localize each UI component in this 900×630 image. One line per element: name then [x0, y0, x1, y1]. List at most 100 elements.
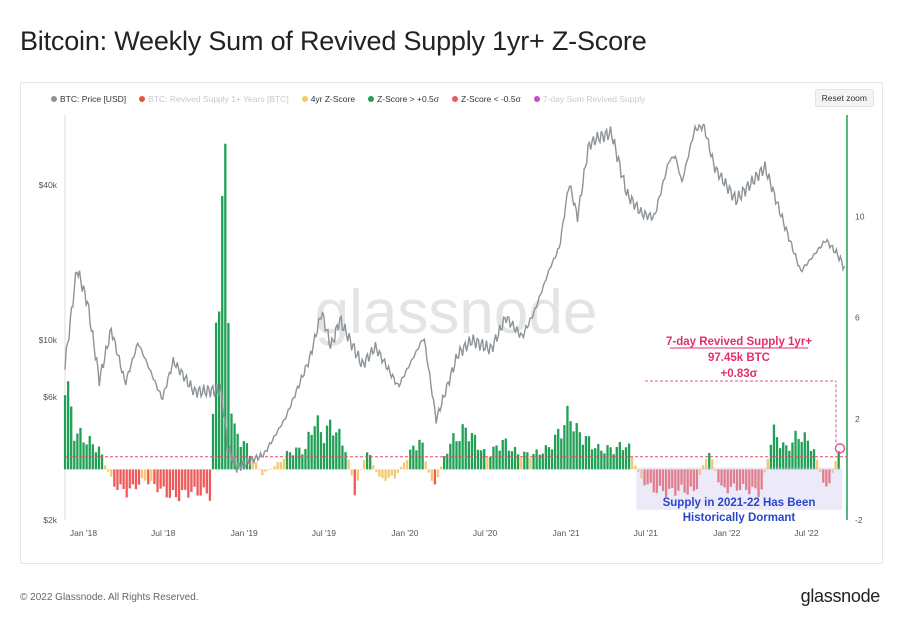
- zscore-bar: [298, 447, 301, 470]
- zscore-bar: [782, 442, 785, 470]
- zscore-bar: [587, 436, 591, 470]
- zscore-bar: [634, 465, 637, 470]
- zscore-bar: [325, 425, 329, 470]
- zscore-bar: [714, 469, 717, 471]
- zscore-bar: [803, 432, 806, 470]
- y-left-tick-label: $6k: [43, 392, 57, 402]
- legend-item-zscore-high[interactable]: Z-Score > +0.5σ: [368, 94, 439, 104]
- y-left-tick-label: $2k: [43, 515, 57, 525]
- zscore-bar: [415, 450, 418, 470]
- zscore-bar: [513, 446, 517, 470]
- zscore-bar: [218, 311, 221, 470]
- zscore-bar: [689, 469, 692, 487]
- zscore-bar: [273, 466, 276, 470]
- zscore-bar: [375, 469, 378, 473]
- zscore-bar: [353, 469, 356, 496]
- zscore-bar: [162, 469, 165, 487]
- zscore-bar: [365, 452, 369, 470]
- zscore-bar: [399, 466, 403, 470]
- zscore-bar: [384, 469, 387, 481]
- zscore-bar: [486, 457, 489, 470]
- legend-item-7day-sum[interactable]: 7-day Sum Revived Supply: [533, 94, 646, 104]
- zscore-bar: [766, 458, 769, 470]
- zscore-bar: [815, 459, 819, 470]
- zscore-bar: [359, 469, 363, 470]
- zscore-bar: [726, 469, 729, 494]
- legend-label: Z-Score < -0.5σ: [461, 94, 521, 104]
- zscore-bar: [427, 469, 430, 473]
- zscore-bar: [199, 469, 202, 496]
- chart-canvas: glassnode $2k $6k $10k $40k -2 2 6 10 Jan '18 Jul …: [39, 115, 865, 538]
- zscore-bar: [825, 469, 828, 487]
- zscore-bar: [668, 469, 671, 489]
- zscore-bar: [778, 448, 782, 470]
- zscore-bar: [267, 469, 270, 471]
- x-tick-label: Jan '19: [231, 528, 258, 538]
- zscore-bar: [153, 469, 156, 485]
- zscore-bar: [760, 469, 763, 490]
- zscore-bar: [812, 449, 816, 470]
- zscore-bar: [606, 445, 609, 470]
- zscore-bar: [837, 451, 840, 470]
- zscore-bar: [443, 456, 446, 470]
- dormant-text-line1: Supply in 2021-22 Has Been: [663, 497, 816, 509]
- x-tick-label: Jan '22: [713, 528, 740, 538]
- zscore-bar: [532, 453, 535, 470]
- zscore-bar: [621, 450, 625, 470]
- zscore-bar: [279, 462, 282, 470]
- zscore-bar: [504, 438, 507, 470]
- legend-dot-icon: [301, 96, 308, 102]
- zscore-bar: [646, 469, 649, 485]
- zscore-bar: [566, 405, 569, 470]
- zscore-bar: [809, 450, 813, 470]
- zscore-bar: [319, 432, 323, 470]
- zscore-bar: [310, 434, 313, 470]
- zscore-bar: [347, 459, 350, 470]
- zscore-bar: [788, 450, 791, 470]
- zscore-bar: [547, 447, 551, 470]
- legend-item-4yr-zscore[interactable]: 4yr Z-Score: [301, 94, 355, 104]
- zscore-bar: [800, 441, 803, 470]
- x-tick-label: Jan '18: [70, 528, 97, 538]
- zscore-bar: [107, 469, 110, 472]
- zscore-bar: [137, 469, 141, 485]
- zscore-bar: [794, 430, 797, 470]
- zscore-bar: [193, 469, 196, 487]
- zscore-bar: [658, 469, 662, 486]
- legend-dot-icon: [51, 96, 57, 102]
- callout-value: 97.45k BTC: [708, 352, 770, 364]
- chart-panel: BTC: Price [USD] BTC: Revived Supply 1+ …: [20, 82, 883, 564]
- zscore-bar: [402, 462, 406, 470]
- zscore-bar: [125, 469, 128, 498]
- zscore-bar: [649, 469, 652, 483]
- zscore-bar: [664, 469, 668, 498]
- zscore-bar: [590, 449, 594, 470]
- zscore-bar: [214, 322, 218, 470]
- zscore-bar: [390, 469, 393, 476]
- legend-item-revived-supply[interactable]: BTC: Revived Supply 1+ Years [BTC]: [139, 94, 289, 104]
- watermark: glassnode: [315, 278, 598, 347]
- zscore-bar: [550, 449, 554, 470]
- footer-logo: glassnode: [800, 586, 881, 606]
- zscore-bar: [467, 441, 470, 470]
- zscore-bar: [680, 469, 683, 485]
- zscore-bar: [754, 469, 757, 489]
- zscore-bar: [594, 448, 597, 470]
- legend-item-price[interactable]: BTC: Price [USD]: [51, 94, 126, 104]
- zscore-bar: [553, 434, 557, 470]
- zscore-bar: [822, 469, 825, 483]
- zscore-bar: [470, 432, 474, 470]
- zscore-bar: [732, 469, 736, 484]
- zscore-bar: [147, 469, 150, 485]
- zscore-bar: [523, 451, 526, 470]
- legend-item-zscore-low[interactable]: Z-Score < -0.5σ: [452, 94, 521, 104]
- legend-label: 7-day Sum Revived Supply: [542, 94, 646, 104]
- zscore-bar: [221, 195, 224, 470]
- zscore-bar: [174, 469, 178, 498]
- legend-label: Z-Score > +0.5σ: [377, 94, 440, 104]
- zscore-bar: [584, 436, 588, 470]
- reset-zoom-button[interactable]: Reset zoom: [814, 89, 874, 107]
- zscore-bar: [322, 443, 326, 470]
- y-right-tick-label: 6: [855, 313, 860, 323]
- dormant-text-line2: Historically Dormant: [683, 512, 796, 524]
